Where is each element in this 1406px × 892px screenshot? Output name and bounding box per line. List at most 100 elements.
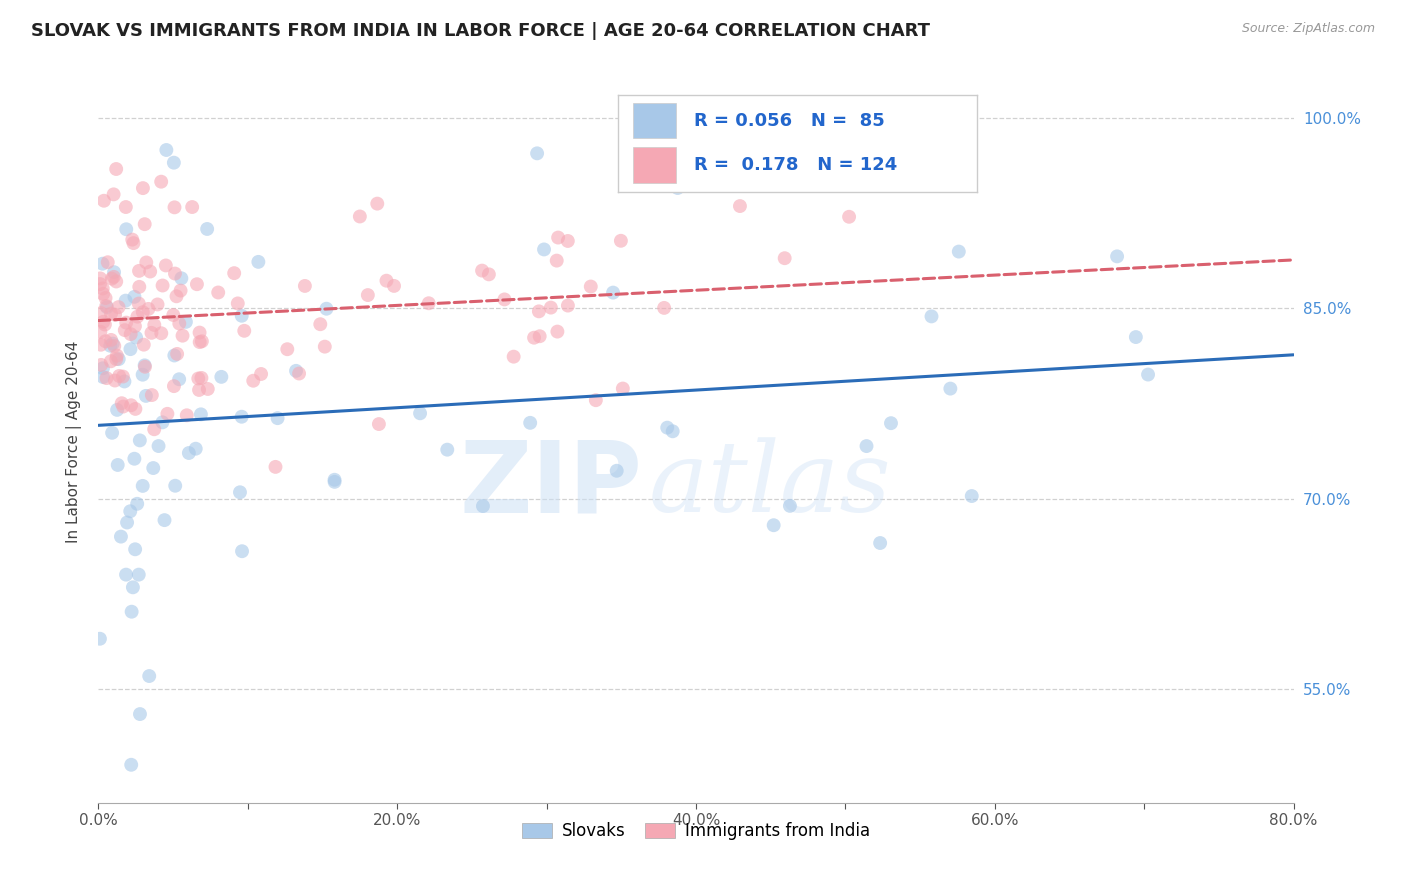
Point xyxy=(128,280,150,294)
Point xyxy=(134,217,156,231)
Point xyxy=(134,359,156,373)
Point xyxy=(103,269,125,284)
Point xyxy=(170,271,193,285)
Point xyxy=(163,200,186,214)
Point xyxy=(96,300,118,314)
Point xyxy=(233,324,256,338)
Point xyxy=(90,337,112,351)
Point xyxy=(939,382,962,396)
Point xyxy=(135,255,157,269)
Point xyxy=(94,334,117,349)
Point xyxy=(89,271,111,285)
Point xyxy=(100,354,122,368)
Point xyxy=(90,358,112,372)
Point xyxy=(546,253,568,268)
Point xyxy=(657,420,679,434)
Point xyxy=(661,424,683,438)
Point xyxy=(141,388,163,402)
Point xyxy=(114,200,136,214)
Point xyxy=(115,567,138,582)
Point xyxy=(231,409,253,424)
Point xyxy=(132,181,155,195)
Point xyxy=(163,379,186,393)
Point xyxy=(90,306,112,320)
Point xyxy=(366,196,388,211)
Point xyxy=(120,757,142,772)
Point xyxy=(115,516,138,530)
Point xyxy=(139,264,162,278)
Point xyxy=(122,580,145,594)
Point xyxy=(124,319,146,334)
Point xyxy=(124,451,146,466)
Point xyxy=(606,464,628,478)
Point xyxy=(309,317,332,331)
Point xyxy=(652,301,675,315)
Point xyxy=(121,233,143,247)
Point xyxy=(529,329,551,343)
Point xyxy=(128,264,150,278)
Point xyxy=(124,401,146,416)
Point xyxy=(129,707,152,722)
Point xyxy=(585,393,607,408)
Point xyxy=(120,398,142,412)
Point xyxy=(100,307,122,321)
Point xyxy=(152,415,174,429)
Point xyxy=(231,309,253,323)
Point xyxy=(177,446,200,460)
Point xyxy=(131,368,153,382)
Point xyxy=(1137,368,1160,382)
Point xyxy=(471,263,494,277)
Point xyxy=(91,281,114,295)
Point xyxy=(191,334,214,349)
Point xyxy=(120,342,142,356)
Point xyxy=(188,326,211,340)
Point xyxy=(418,296,440,310)
Point xyxy=(120,327,142,342)
Point xyxy=(523,331,546,345)
Point xyxy=(134,359,156,374)
Point xyxy=(165,479,187,493)
Point xyxy=(247,255,270,269)
Point xyxy=(155,259,177,273)
Point xyxy=(166,289,188,303)
Point xyxy=(105,402,128,417)
Point xyxy=(167,372,190,386)
Point xyxy=(1107,249,1129,263)
Point xyxy=(1125,330,1147,344)
Point xyxy=(409,406,432,420)
Point xyxy=(143,318,166,332)
Point xyxy=(579,279,602,293)
Point xyxy=(120,504,142,518)
Point xyxy=(276,342,298,356)
Point xyxy=(94,318,117,332)
Point xyxy=(547,230,569,244)
Point xyxy=(375,274,398,288)
Point xyxy=(141,326,163,340)
Point xyxy=(948,244,970,259)
Point xyxy=(91,286,114,301)
Point xyxy=(264,459,287,474)
Point xyxy=(188,383,211,397)
Point xyxy=(187,371,209,385)
Point xyxy=(111,369,134,384)
Point xyxy=(156,407,179,421)
Point xyxy=(250,367,273,381)
Point xyxy=(921,310,943,324)
Point xyxy=(557,234,579,248)
Point xyxy=(128,296,150,310)
Point xyxy=(174,315,197,329)
Point xyxy=(172,328,194,343)
Point xyxy=(107,458,129,472)
Point xyxy=(838,210,860,224)
Point xyxy=(150,326,173,341)
Text: Source: ZipAtlas.com: Source: ZipAtlas.com xyxy=(1241,22,1375,36)
Point xyxy=(226,296,249,310)
Point xyxy=(190,371,212,385)
Point xyxy=(197,382,219,396)
Point xyxy=(114,323,136,337)
Point xyxy=(209,369,232,384)
Point xyxy=(323,475,346,489)
Point xyxy=(121,605,143,619)
Point xyxy=(382,279,405,293)
Point xyxy=(436,442,458,457)
